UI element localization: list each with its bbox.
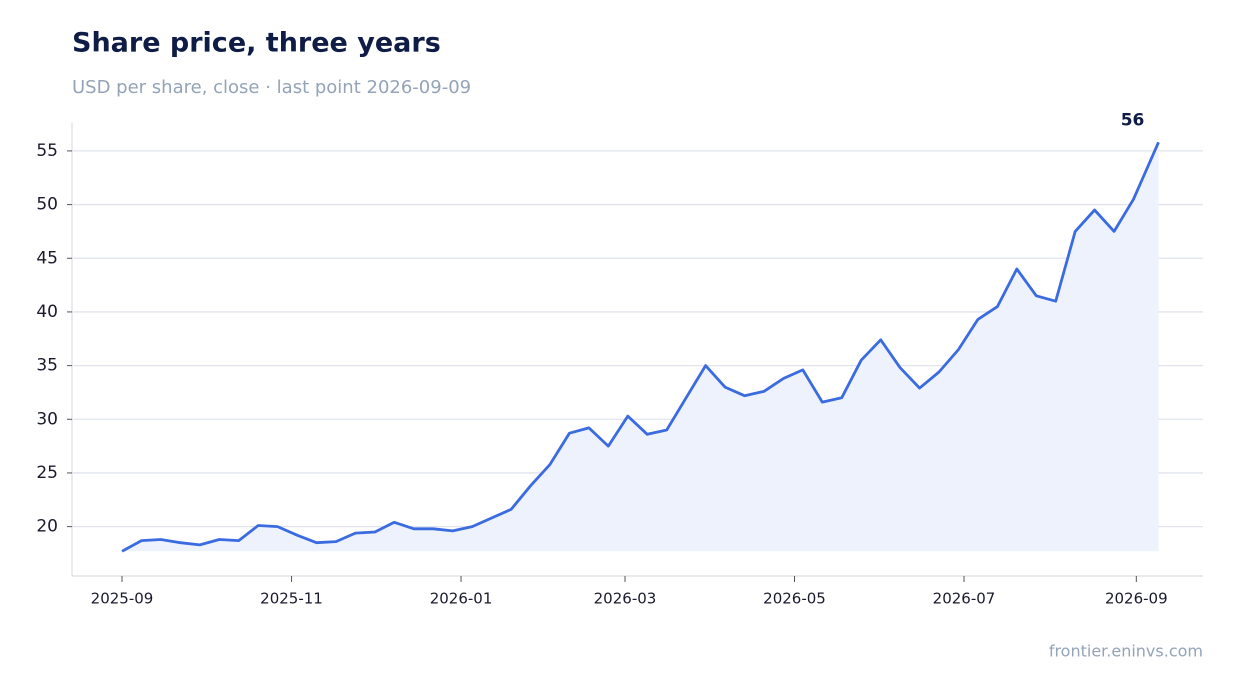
area [122,142,1159,552]
y-tick-label: 35 [36,356,58,376]
source: frontier.eninvs.com [1049,642,1203,661]
y-tick-label: 40 [36,302,58,322]
chart-title: Share price, three years [72,28,441,59]
line [121,141,1160,553]
y-tick-label: 55 [36,141,58,161]
y-tick-label: 50 [36,195,58,215]
y-tick-label: 30 [36,409,58,429]
x-tick-label: 2026-01 [430,590,493,608]
x-tick-label: 2026-09 [1105,590,1168,608]
chart-subtitle: USD per share, close · last point 2026-0… [72,77,471,98]
y-tick-label: 25 [36,463,58,483]
y-tick-label: 20 [36,517,58,537]
x-tick-label: 2025-09 [91,590,154,608]
x-tick-label: 2026-05 [763,590,826,608]
x-tick-label: 2026-03 [594,590,657,608]
y-tick-label: 45 [36,248,58,268]
x-tick-label: 2026-07 [933,590,996,608]
last-value-label: 56 [1121,110,1145,130]
x-tick-label: 2025-11 [260,590,323,608]
